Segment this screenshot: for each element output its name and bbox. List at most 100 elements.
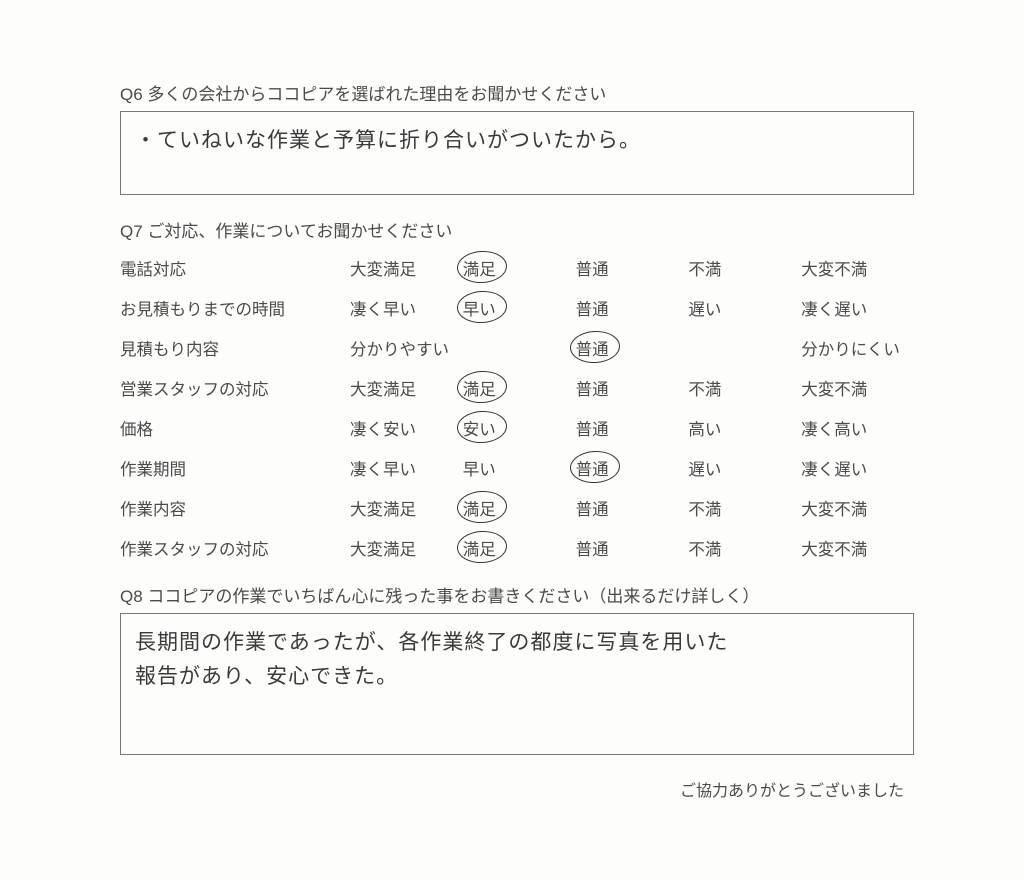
- option-cell: 普通: [576, 496, 689, 520]
- option-cell: 大変不満: [801, 256, 914, 280]
- option-text: 早い: [463, 456, 496, 480]
- row-options: 大変満足満足 普通 不満大変不満: [350, 536, 914, 560]
- option-cell: 大変不満: [801, 536, 914, 560]
- option-cell: 凄く高い: [801, 416, 914, 440]
- option-cell: 大変不満: [801, 496, 914, 520]
- row-options: 凄く早い早い普通遅い凄く遅い: [350, 456, 914, 480]
- q7-label: Q7 ご対応、作業についてお聞かせください: [120, 217, 914, 242]
- row-options: 大変満足 満足 普通不満 大変不満: [350, 496, 914, 520]
- option-cell: 分かりにくい: [801, 336, 914, 360]
- q7-survey-table: 電話対応大変満足満足普通不満大変不満お見積もりまでの時間凄く早い早い普通遅い凄く…: [120, 248, 914, 568]
- option-text: 凄く早い: [350, 296, 416, 320]
- option-cell: 大変満足: [350, 376, 463, 400]
- option-text: 分かりにくい: [801, 336, 900, 360]
- option-cell: 遅い: [688, 456, 801, 480]
- option-text: 満足: [463, 496, 496, 520]
- option-text: 分かりやすい: [350, 336, 449, 360]
- option-cell: 不満: [688, 496, 801, 520]
- option-cell: 大変満足: [350, 536, 463, 560]
- option-text: 凄く高い: [801, 416, 867, 440]
- option-cell: 早い: [463, 456, 576, 480]
- option-cell: 満足: [463, 256, 576, 280]
- survey-page: Q6 多くの会社からココピアを選ばれた理由をお聞かせください ・ていねいな作業と…: [0, 0, 1024, 880]
- circle-mark: [456, 530, 508, 565]
- option-cell: 分かりやすい: [350, 336, 463, 360]
- survey-row: 価格凄く安い安い普通高い凄く高い: [120, 408, 914, 448]
- row-label: 作業スタッフの対応: [120, 536, 350, 560]
- option-cell: 普通: [576, 336, 689, 360]
- survey-row: お見積もりまでの時間凄く早い早い普通遅い凄く遅い: [120, 288, 914, 328]
- option-cell: 大変満足: [350, 496, 463, 520]
- option-cell: 不満: [688, 376, 801, 400]
- row-options: 凄く早い早い普通遅い凄く遅い: [350, 296, 914, 320]
- circle-mark: [569, 450, 621, 485]
- circle-mark: [569, 330, 621, 365]
- option-cell: 大変不満: [801, 376, 914, 400]
- option-text: 普通: [576, 456, 609, 480]
- option-cell: 高い: [688, 416, 801, 440]
- option-text: 凄く遅い: [801, 296, 867, 320]
- option-cell: [688, 336, 801, 360]
- option-text: 凄く早い: [350, 456, 416, 480]
- circle-mark: [456, 410, 508, 445]
- footer-text: ご協力ありがとうございました: [120, 777, 914, 801]
- row-options: 大変満足 満足普通不満 大変不満: [350, 376, 914, 400]
- option-cell: 普通: [576, 536, 689, 560]
- option-text: 遅い: [688, 296, 721, 320]
- row-options: 大変満足 満足 普通不満 大変不満: [350, 256, 914, 280]
- option-text: 大変不満: [801, 536, 867, 560]
- option-cell: 不満: [688, 536, 801, 560]
- option-cell: [463, 336, 576, 360]
- option-cell: 凄く早い: [350, 456, 463, 480]
- option-text: 大変満足: [350, 376, 416, 400]
- row-options: 分かりやすい 普通 分かりにくい: [350, 336, 914, 360]
- option-cell: 普通: [576, 256, 689, 280]
- circle-mark: [456, 370, 508, 405]
- option-text: 満足: [463, 536, 496, 560]
- option-text: 大変満足: [350, 496, 416, 520]
- option-cell: 遅い: [688, 296, 801, 320]
- option-text: 早い: [463, 296, 496, 320]
- option-cell: 安い: [463, 416, 576, 440]
- option-cell: 凄く早い: [350, 296, 463, 320]
- option-text: 不満: [688, 256, 721, 280]
- q8-label: Q8 ココピアの作業でいちばん心に残った事をお書きください（出来るだけ詳しく）: [120, 582, 914, 607]
- row-options: 凄く安い 安い普通 高い 凄く高い: [350, 416, 914, 440]
- survey-row: 作業期間凄く早い早い普通遅い凄く遅い: [120, 448, 914, 488]
- option-text: 普通: [576, 336, 609, 360]
- option-text: 普通: [576, 416, 609, 440]
- row-label: 作業期間: [120, 456, 350, 480]
- option-text: 満足: [463, 256, 496, 280]
- option-cell: 凄く安い: [350, 416, 463, 440]
- option-text: 高い: [688, 416, 721, 440]
- option-text: 普通: [576, 536, 609, 560]
- q8-answer-box: 長期間の作業であったが、各作業終了の都度に写真を用いた 報告があり、安心できた。: [120, 613, 914, 755]
- q6-answer-text: ・ていねいな作業と予算に折り合いがついたから。: [135, 124, 899, 158]
- option-text: 大変不満: [801, 256, 867, 280]
- circle-mark: [456, 250, 508, 285]
- option-text: 大変不満: [801, 376, 867, 400]
- option-cell: 凄く遅い: [801, 296, 914, 320]
- option-cell: 満足: [463, 536, 576, 560]
- option-text: 大変満足: [350, 256, 416, 280]
- row-label: 見積もり内容: [120, 336, 350, 360]
- row-label: 作業内容: [120, 496, 350, 520]
- option-cell: 満足: [463, 376, 576, 400]
- option-cell: 早い: [463, 296, 576, 320]
- row-label: お見積もりまでの時間: [120, 296, 350, 320]
- option-cell: 普通: [576, 376, 689, 400]
- circle-mark: [456, 290, 508, 325]
- survey-row: 電話対応大変満足 満足 普通不満 大変不満: [120, 248, 914, 288]
- q6-answer-box: ・ていねいな作業と予算に折り合いがついたから。: [120, 111, 914, 195]
- option-cell: 大変満足: [350, 256, 463, 280]
- survey-row: 営業スタッフの対応大変満足満足普通不満大変不満: [120, 368, 914, 408]
- option-text: 不満: [688, 496, 721, 520]
- option-text: 大変不満: [801, 496, 867, 520]
- option-cell: 不満: [688, 256, 801, 280]
- circle-mark: [456, 490, 508, 525]
- option-text: 遅い: [688, 456, 721, 480]
- row-label: 電話対応: [120, 256, 350, 280]
- option-text: 凄く安い: [350, 416, 416, 440]
- q8-answer-text: 長期間の作業であったが、各作業終了の都度に写真を用いた 報告があり、安心できた。: [135, 626, 899, 693]
- option-text: 不満: [688, 376, 721, 400]
